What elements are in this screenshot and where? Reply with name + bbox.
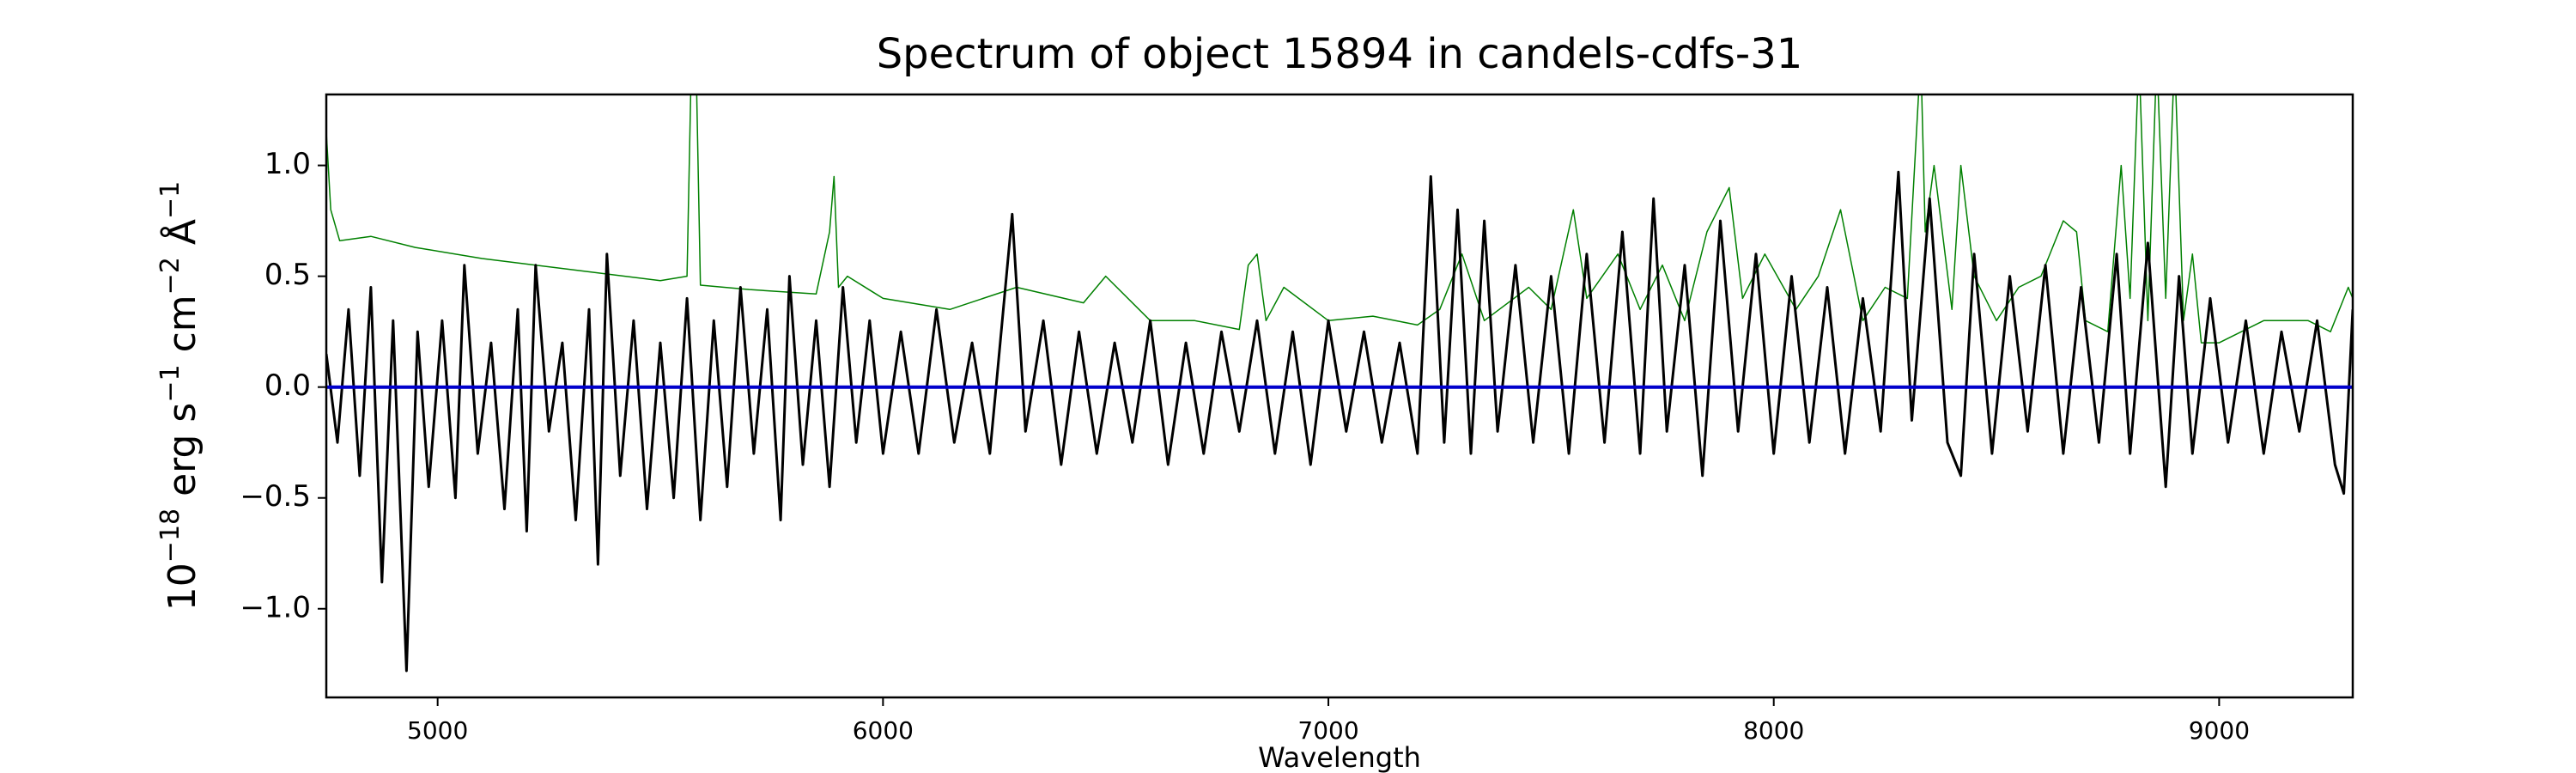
x-tick-label: 7000 [1297, 716, 1358, 745]
y-label-sup: −2 [155, 257, 185, 295]
x-axis-label: Wavelength [1258, 741, 1421, 773]
y-label-part: erg s [161, 403, 204, 508]
plot-area [326, 94, 2353, 673]
y-label-part: cm [161, 295, 204, 364]
y-label-part: Å [159, 219, 204, 257]
y-tick-label: 0.5 [264, 258, 311, 292]
y-label-part: 10 [161, 563, 204, 611]
spectrum-line [326, 170, 2353, 673]
x-tick-label: 8000 [1743, 716, 1804, 745]
y-tick-label: 1.0 [264, 147, 311, 181]
y-tick-label: −1.0 [240, 590, 311, 624]
y-label-sup: −1 [155, 364, 185, 402]
x-tick-label: 9000 [2189, 716, 2250, 745]
y-axis-label: 10−18 erg s−1 cm−2 Å−1 [155, 181, 205, 611]
x-tick-label: 5000 [407, 716, 468, 745]
y-tick-label: 0.0 [264, 368, 311, 403]
x-tick-label: 6000 [853, 716, 914, 745]
spectrum-line [326, 94, 2353, 344]
axes-frame [325, 93, 2354, 699]
y-tick-label: −0.5 [240, 479, 311, 514]
y-label-sup: −1 [155, 181, 185, 219]
chart-title: Spectrum of object 15894 in candels-cdfs… [877, 30, 1803, 78]
y-label-sup: −18 [155, 508, 185, 563]
